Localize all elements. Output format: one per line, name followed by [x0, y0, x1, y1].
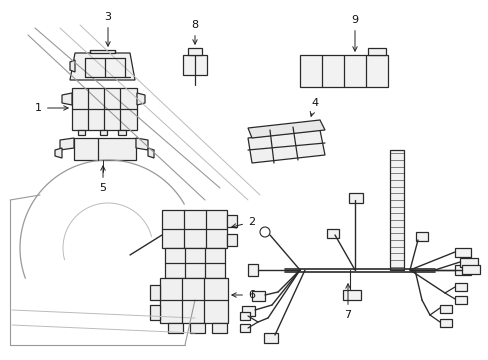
- Text: 8: 8: [191, 20, 198, 44]
- Polygon shape: [100, 130, 107, 135]
- Text: 9: 9: [351, 15, 358, 51]
- Bar: [367, 48, 385, 55]
- Bar: [240, 324, 249, 332]
- Bar: [454, 283, 466, 291]
- Polygon shape: [70, 53, 135, 80]
- Text: 7: 7: [344, 284, 351, 320]
- Polygon shape: [62, 93, 72, 105]
- Bar: [150, 285, 160, 300]
- Bar: [439, 305, 451, 313]
- Bar: [264, 333, 278, 343]
- Text: 1: 1: [35, 103, 68, 113]
- Text: 5: 5: [99, 166, 106, 193]
- Bar: [389, 150, 403, 270]
- Polygon shape: [90, 50, 115, 53]
- Bar: [242, 306, 254, 316]
- Bar: [415, 232, 427, 241]
- Bar: [164, 248, 224, 278]
- Polygon shape: [247, 130, 325, 163]
- Polygon shape: [247, 120, 325, 138]
- Text: 6: 6: [231, 290, 254, 300]
- Bar: [162, 210, 226, 248]
- Text: 3: 3: [104, 12, 111, 46]
- Bar: [348, 193, 362, 203]
- Bar: [160, 278, 227, 323]
- Polygon shape: [60, 138, 74, 150]
- Polygon shape: [118, 130, 126, 135]
- Bar: [240, 312, 249, 320]
- Bar: [459, 258, 477, 267]
- Bar: [190, 323, 204, 333]
- Polygon shape: [136, 138, 148, 150]
- Bar: [454, 296, 466, 304]
- Bar: [454, 265, 470, 275]
- Bar: [439, 319, 451, 327]
- Polygon shape: [137, 93, 145, 105]
- Bar: [187, 48, 202, 55]
- Bar: [226, 234, 237, 246]
- Bar: [226, 215, 237, 227]
- Bar: [247, 264, 258, 276]
- Bar: [168, 323, 183, 333]
- Bar: [74, 138, 136, 160]
- Bar: [251, 291, 264, 301]
- Bar: [299, 55, 387, 87]
- Text: 4: 4: [309, 98, 318, 116]
- Bar: [183, 55, 206, 75]
- Bar: [326, 229, 338, 238]
- Polygon shape: [55, 148, 62, 158]
- Bar: [461, 265, 479, 274]
- Bar: [212, 323, 226, 333]
- Polygon shape: [148, 148, 154, 158]
- Bar: [72, 88, 137, 130]
- Bar: [342, 290, 360, 300]
- Bar: [454, 248, 470, 257]
- Bar: [150, 305, 160, 320]
- Text: 2: 2: [231, 217, 255, 228]
- Polygon shape: [70, 60, 75, 72]
- Polygon shape: [78, 130, 85, 135]
